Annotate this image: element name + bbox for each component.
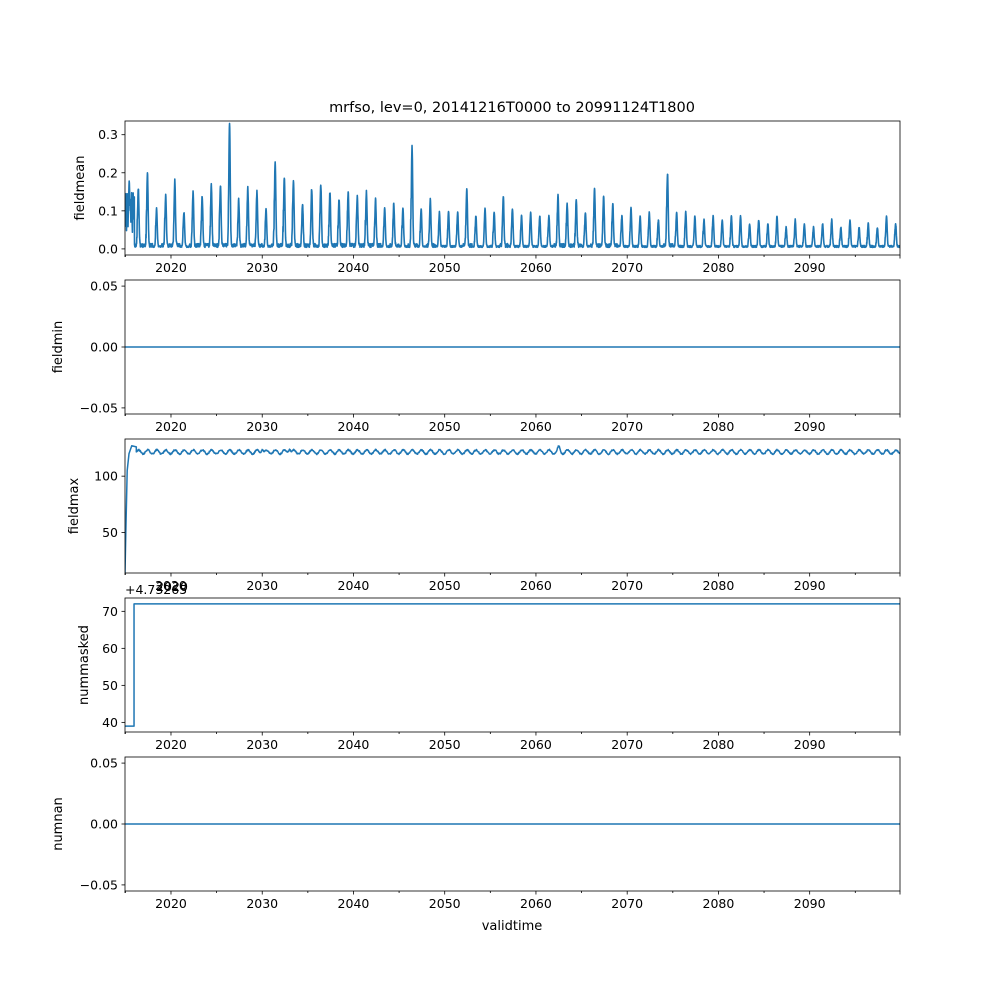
- x-tick-label: 2090: [794, 737, 826, 752]
- y-tick-label: 0.2: [98, 165, 118, 180]
- y-axis-label: nummasked: [77, 625, 92, 705]
- x-tick-label: 2080: [703, 578, 735, 593]
- x-tick-label: 2070: [611, 896, 643, 911]
- x-tick-label: 2060: [520, 737, 552, 752]
- x-tick-label: 2030: [246, 578, 278, 593]
- x-axis-label: validtime: [482, 919, 543, 934]
- x-tick-label: 2040: [338, 578, 370, 593]
- y-tick-label: 40: [102, 715, 118, 730]
- y-tick-label: −0.05: [80, 877, 118, 892]
- x-tick-label: 2090: [794, 896, 826, 911]
- panel-numnan: 2020 2030 2040 2050 2060 2070 2080 2090 −0.05 0.0…: [51, 756, 901, 911]
- y-offset-text: +4.73265: [125, 582, 187, 597]
- x-tick-label: 2050: [429, 896, 461, 911]
- fieldmean-series: [125, 122, 900, 249]
- x-tick-label: 2050: [429, 419, 461, 434]
- fieldmean-line: [125, 122, 900, 249]
- x-tick-label: 2030: [246, 896, 278, 911]
- y-tick-label: 0.3: [98, 127, 118, 142]
- x-tick-label: 2060: [520, 578, 552, 593]
- panel-fieldmax: 2020 2030 2040 2050 2060 2070 2080 2090 50 100 fie…: [67, 438, 901, 593]
- x-tick-label: 2040: [338, 896, 370, 911]
- overlapping-tick-label: 2020: [156, 579, 188, 594]
- x-tick-label: 2020: [155, 896, 187, 911]
- x-tick-label: 2040: [338, 419, 370, 434]
- x-tick-label: 2060: [520, 896, 552, 911]
- y-axis-label: fieldmean: [73, 156, 88, 221]
- y-axis-label: numnan: [51, 797, 66, 851]
- y-tick-label: 50: [102, 525, 118, 540]
- y-tick-label: 100: [94, 469, 118, 484]
- nummasked-axes-frame: [124, 597, 901, 733]
- nummasked-line: [125, 603, 900, 727]
- x-tick-label: 2030: [246, 260, 278, 275]
- y-tick-label: 0.05: [90, 279, 118, 294]
- panel-nummasked: 2020 2030 2040 2050 2060 2070 2080 2090 40 50 60 70…: [77, 582, 901, 752]
- panel-fieldmean: 2020 2030 2040 2050 2060 2070 2080 2090 0.0 0.1 0.…: [73, 120, 901, 275]
- x-tick-label: 2070: [611, 419, 643, 434]
- x-tick-label: 2040: [338, 737, 370, 752]
- chart-title: mrfso, lev=0, 20141216T0000 to 20991124T…: [329, 100, 695, 116]
- x-tick-label: 2070: [611, 260, 643, 275]
- y-tick-label: 0.1: [98, 203, 118, 218]
- y-tick-label: 50: [102, 678, 118, 693]
- fieldmax-line: [125, 445, 900, 573]
- fieldmean-axes-frame: [124, 120, 901, 256]
- x-tick-label: 2040: [338, 260, 370, 275]
- x-tick-label: 2080: [703, 896, 735, 911]
- panel-fieldmin: 2020 2030 2040 2050 2060 2070 2080 2090 −0.05 0.0…: [51, 279, 901, 434]
- x-tick-label: 2090: [794, 260, 826, 275]
- subplot-panels: 2020 2030 2040 2050 2060 2070 2080 2090 0.0 0.1 0.…: [51, 120, 901, 911]
- fieldmax-axes-frame: [124, 438, 901, 574]
- x-tick-label: 2080: [703, 260, 735, 275]
- x-tick-label: 2080: [703, 737, 735, 752]
- y-tick-label: 0.00: [90, 817, 118, 832]
- x-tick-label: 2020: [155, 578, 187, 593]
- x-tick-label: 2060: [520, 419, 552, 434]
- y-tick-label: 0.05: [90, 756, 118, 771]
- y-tick-label: 0.0: [98, 241, 118, 256]
- x-tick-label: 2020: [155, 260, 187, 275]
- x-tick-label: 2070: [611, 578, 643, 593]
- x-tick-label: 2080: [703, 419, 735, 434]
- y-tick-label: 0.00: [90, 340, 118, 355]
- x-tick-label: 2060: [520, 260, 552, 275]
- y-tick-label: 70: [102, 604, 118, 619]
- x-tick-label: 2090: [794, 578, 826, 593]
- x-tick-label: 2020: [155, 419, 187, 434]
- x-tick-label: 2050: [429, 578, 461, 593]
- y-axis-label: fieldmax: [67, 478, 82, 535]
- fieldmax-series: [125, 445, 900, 573]
- y-tick-label: 60: [102, 641, 118, 656]
- x-tick-label: 2030: [246, 419, 278, 434]
- x-tick-label: 2090: [794, 419, 826, 434]
- x-tick-label: 2030: [246, 737, 278, 752]
- x-tick-label: 2050: [429, 260, 461, 275]
- y-axis-label: fieldmin: [51, 321, 66, 374]
- x-tick-label: 2020: [155, 737, 187, 752]
- nummasked-series: [125, 603, 900, 727]
- y-tick-label: −0.05: [80, 400, 118, 415]
- x-tick-label: 2050: [429, 737, 461, 752]
- x-tick-label: 2070: [611, 737, 643, 752]
